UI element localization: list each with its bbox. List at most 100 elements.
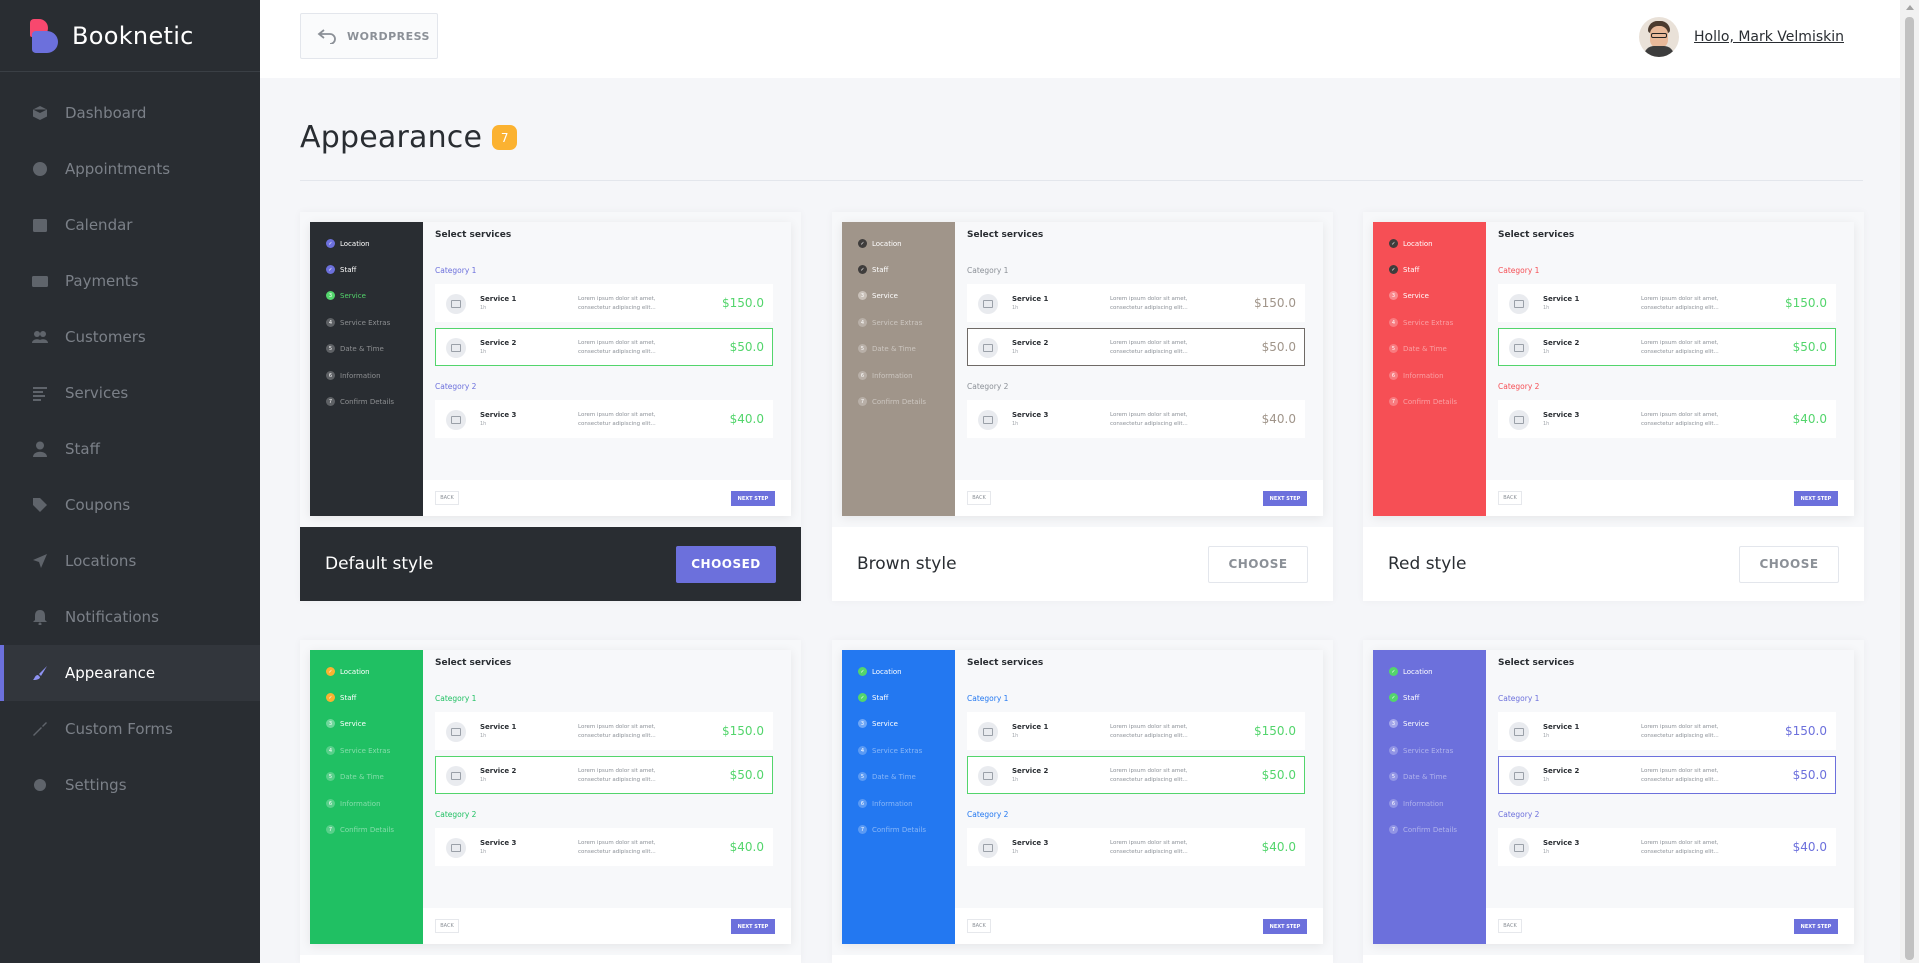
service-description: Lorem ipsum dolor sit amet, consectetur …: [1641, 340, 1719, 355]
style-card[interactable]: ✓ Location ✓ Staff 3 Service 4 Service Extras 5 D…: [300, 212, 801, 601]
preview-step-label: Service Extras: [872, 746, 923, 755]
service-price: $50.0: [729, 768, 764, 782]
service-name: Service 1: [1012, 723, 1049, 731]
service-name: Service 3: [1543, 411, 1580, 419]
step-dot: ✓: [1389, 265, 1398, 274]
service-duration: 1h: [1012, 305, 1019, 311]
sidebar-item-dashboard[interactable]: Dashboard: [0, 85, 260, 141]
service-duration: 1h: [1543, 733, 1550, 739]
preview-category: Category 2: [967, 382, 1009, 391]
preview-service-card: Service 1 1h Lorem ipsum dolor sit amet, c…: [1498, 284, 1836, 322]
sidebar-item-label: Custom Forms: [65, 720, 173, 738]
style-card[interactable]: ✓ Location ✓ Staff 3 Service 4 Service Extras 5 D…: [832, 640, 1333, 963]
scrollbar-thumb[interactable]: [1905, 17, 1914, 960]
style-preview-area: ✓ Location ✓ Staff 3 Service 4 Service Extras 5 D…: [832, 640, 1333, 955]
style-card[interactable]: ✓ Location ✓ Staff 3 Service 4 Service Extras 5 D…: [1363, 640, 1864, 963]
image-placeholder-icon: [446, 410, 466, 430]
step-dot: ✓: [1389, 693, 1398, 702]
choose-style-button[interactable]: CHOOSE: [1739, 545, 1839, 583]
style-card[interactable]: ✓ Location ✓ Staff 3 Service 4 Service Extras 5 D…: [832, 212, 1333, 601]
preview-step: 5 Date & Time: [1389, 772, 1447, 781]
service-name: Service 1: [480, 295, 517, 303]
location-arrow-icon: [32, 553, 48, 569]
preview-step-label: Confirm Details: [1403, 397, 1458, 406]
step-dot: 6: [858, 371, 867, 380]
step-dot: ✓: [858, 693, 867, 702]
sidebar-item-label: Appointments: [65, 160, 171, 178]
preview-step-label: Service Extras: [340, 746, 391, 755]
service-duration: 1h: [1012, 733, 1019, 739]
user-menu[interactable]: Hollo, Mark Velmiskin: [1639, 17, 1844, 57]
preview-step: 6 Information: [1389, 799, 1444, 808]
sidebar-item-appointments[interactable]: Appointments: [0, 141, 260, 197]
step-dot: 4: [858, 746, 867, 755]
style-card[interactable]: ✓ Location ✓ Staff 3 Service 4 Service Extras 5 D…: [1363, 212, 1864, 601]
service-description: Lorem ipsum dolor sit amet, consectetur …: [1110, 340, 1188, 355]
preview-step-label: Information: [1403, 799, 1444, 808]
preview-step-label: Service: [872, 719, 898, 728]
preview-step: 3 Service: [1389, 291, 1429, 300]
sidebar-item-locations[interactable]: Locations: [0, 533, 260, 589]
brand[interactable]: Booknetic: [0, 0, 260, 72]
user-greeting[interactable]: Hollo, Mark Velmiskin: [1694, 29, 1844, 45]
image-placeholder-icon: [978, 410, 998, 430]
step-dot: 4: [1389, 318, 1398, 327]
preview-step: ✓ Staff: [1389, 265, 1419, 274]
preview-service-card: Service 1 1h Lorem ipsum dolor sit amet, c…: [435, 712, 773, 750]
preview-step: 3 Service: [858, 291, 898, 300]
preview-sidebar: ✓ Location ✓ Staff 3 Service 4 Service Extras 5 D…: [1373, 650, 1486, 944]
wordpress-back-label: WORDPRESS: [347, 29, 430, 43]
scroll-up-icon[interactable]: [1906, 5, 1914, 10]
wordpress-back-button[interactable]: WORDPRESS: [300, 13, 438, 59]
service-description: Lorem ipsum dolor sit amet, consectetur …: [1641, 724, 1719, 739]
sidebar-item-services[interactable]: Services: [0, 365, 260, 421]
step-dot: 4: [1389, 746, 1398, 755]
choose-style-button[interactable]: CHOOSE: [1208, 545, 1308, 583]
preview-service-card: Service 1 1h Lorem ipsum dolor sit amet, c…: [967, 284, 1305, 322]
preview-category: Category 1: [967, 694, 1009, 703]
sidebar-item-staff[interactable]: Staff: [0, 421, 260, 477]
style-preview: ✓ Location ✓ Staff 3 Service 4 Service Extras 5 D…: [310, 650, 791, 944]
sidebar-item-custom-forms[interactable]: Custom Forms: [0, 701, 260, 757]
step-dot: 7: [326, 397, 335, 406]
preview-step-label: Service: [340, 719, 366, 728]
service-description: Lorem ipsum dolor sit amet, consectetur …: [578, 724, 656, 739]
preview-step: ✓ Location: [858, 239, 902, 248]
step-dot: 5: [1389, 772, 1398, 781]
step-dot: 7: [326, 825, 335, 834]
sidebar-item-appearance[interactable]: Appearance: [0, 645, 260, 701]
preview-step: ✓ Location: [326, 239, 370, 248]
preview-service-card: Service 3 1h Lorem ipsum dolor sit amet, c…: [967, 400, 1305, 438]
preview-step: ✓ Staff: [858, 265, 888, 274]
preview-step-label: Confirm Details: [340, 825, 395, 834]
step-dot: 7: [858, 397, 867, 406]
step-dot: 6: [1389, 799, 1398, 808]
style-card[interactable]: ✓ Location ✓ Staff 3 Service 4 Service Extras 5 D…: [300, 640, 801, 963]
preview-step: 4 Service Extras: [858, 746, 922, 755]
sidebar-item-coupons[interactable]: Coupons: [0, 477, 260, 533]
preview-service-card: Service 1 1h Lorem ipsum dolor sit amet, c…: [967, 712, 1305, 750]
image-placeholder-icon: [978, 838, 998, 858]
sidebar-item-calendar[interactable]: Calendar: [0, 197, 260, 253]
preview-back-button: BACK: [967, 919, 991, 933]
sidebar: Booknetic Dashboard Appointments Calendar P…: [0, 0, 260, 963]
choose-style-button[interactable]: CHOOSED: [676, 545, 776, 583]
image-placeholder-icon: [978, 294, 998, 314]
preview-step: 4 Service Extras: [1389, 318, 1453, 327]
sidebar-item-notifications[interactable]: Notifications: [0, 589, 260, 645]
preview-step: 3 Service: [858, 719, 898, 728]
preview-next-button: NEXT STEP: [1263, 491, 1307, 506]
step-dot: 7: [858, 825, 867, 834]
sidebar-item-customers[interactable]: Customers: [0, 309, 260, 365]
preview-step-label: Service Extras: [1403, 318, 1454, 327]
preview-next-button: NEXT STEP: [1794, 491, 1838, 506]
sidebar-item-label: Settings: [65, 776, 127, 794]
preview-back-button: BACK: [435, 919, 459, 933]
sidebar-item-settings[interactable]: Settings: [0, 757, 260, 813]
page-scrollbar[interactable]: [1900, 0, 1919, 963]
image-placeholder-icon: [446, 294, 466, 314]
sidebar-item-payments[interactable]: Payments: [0, 253, 260, 309]
style-preview: ✓ Location ✓ Staff 3 Service 4 Service Extras 5 D…: [310, 222, 791, 516]
step-dot: 4: [326, 746, 335, 755]
preview-footer: BACK NEXT STEP: [423, 480, 791, 516]
